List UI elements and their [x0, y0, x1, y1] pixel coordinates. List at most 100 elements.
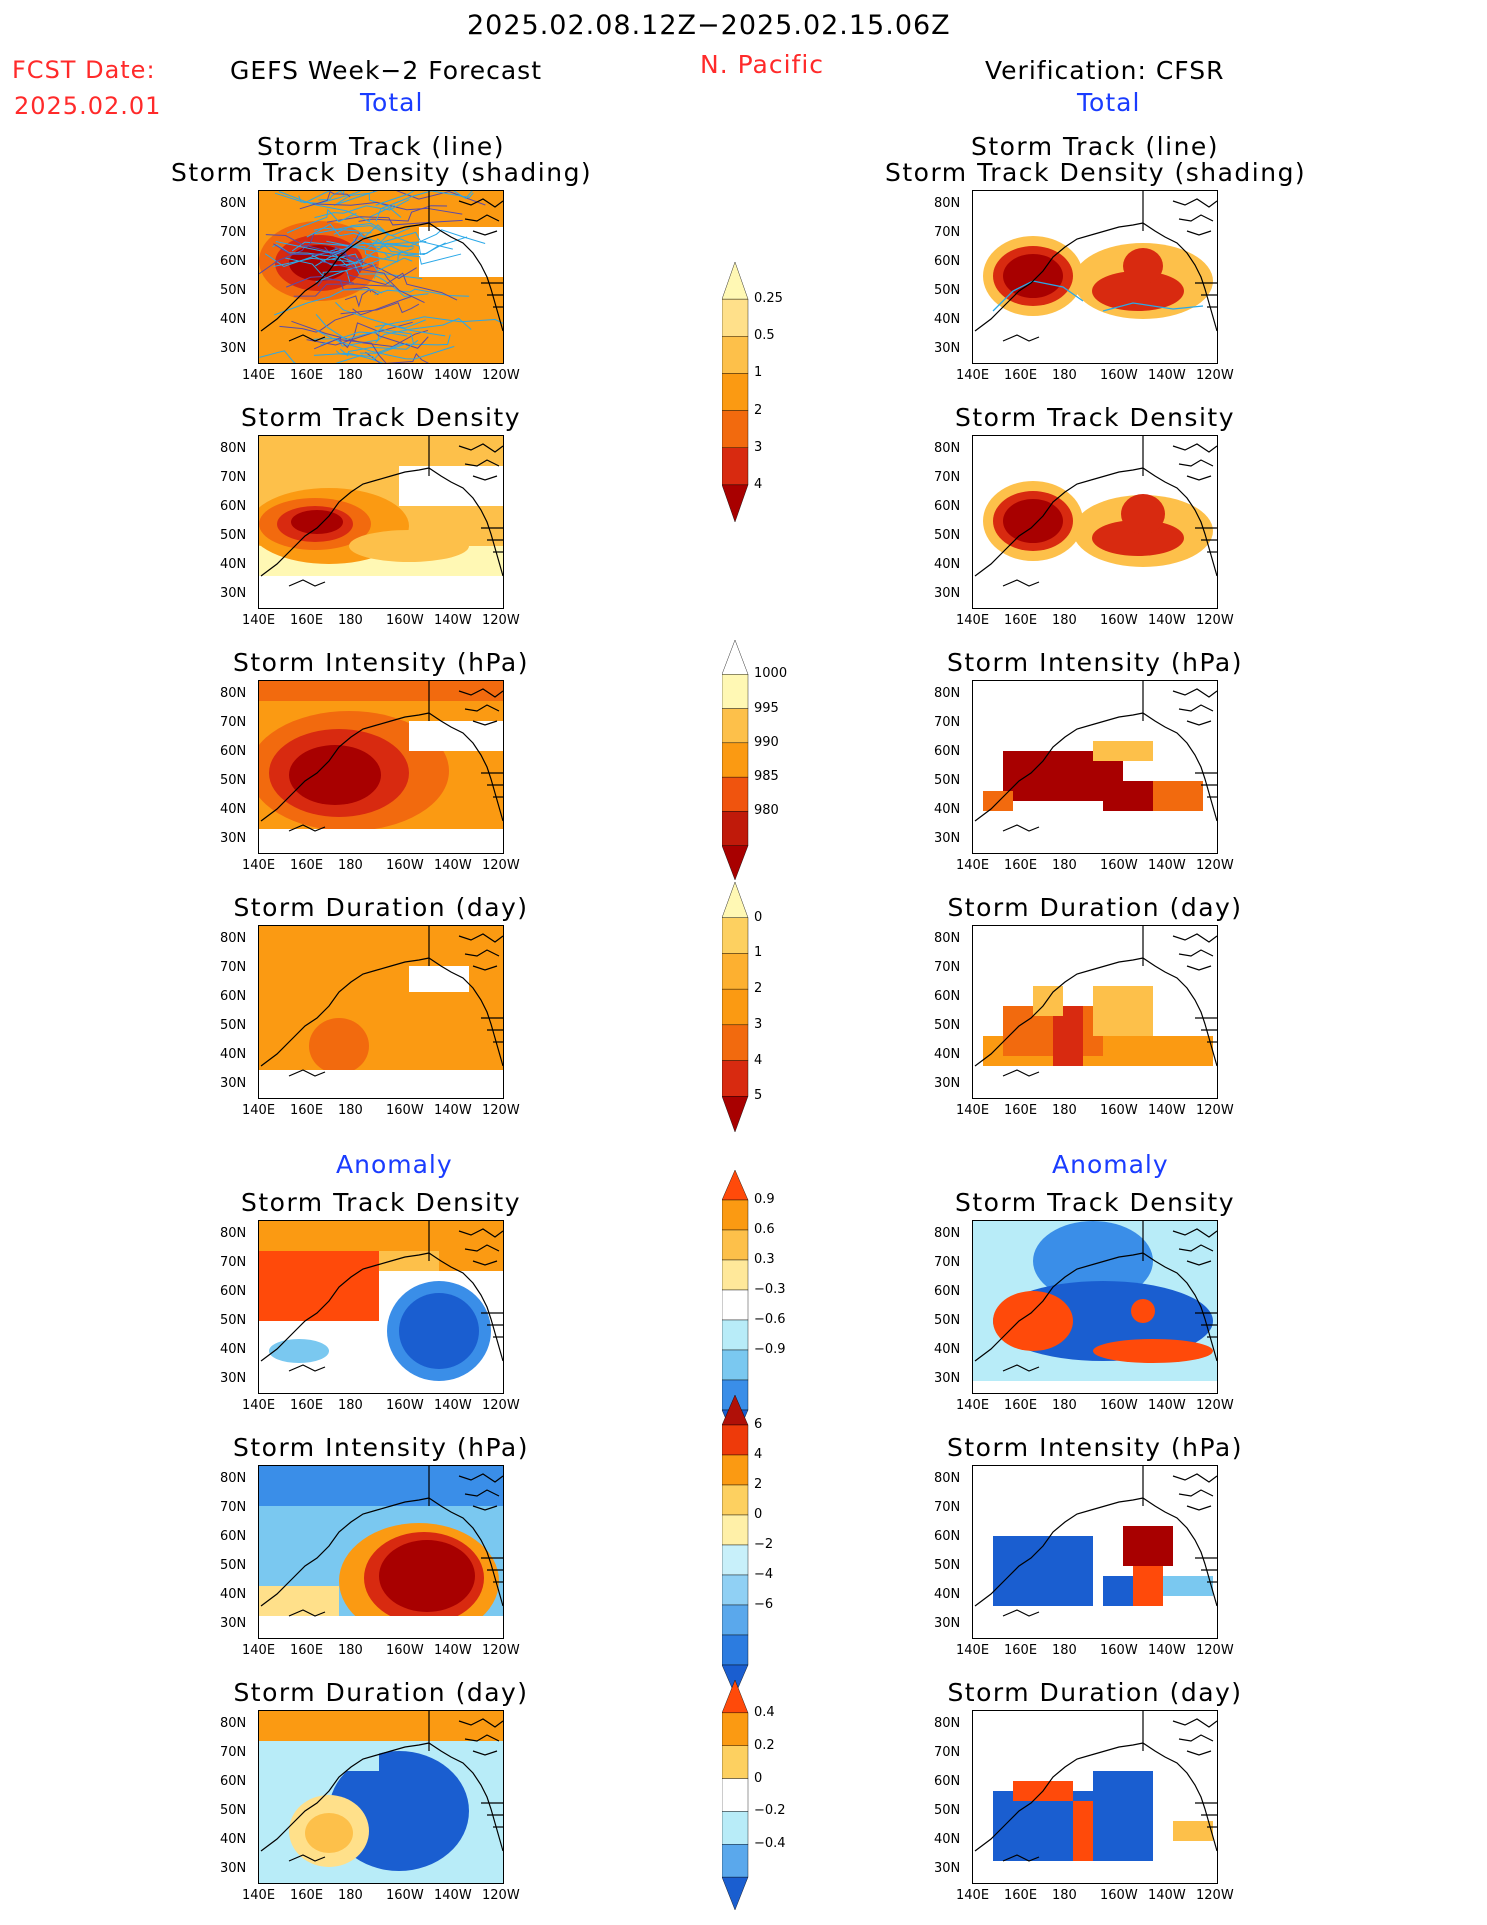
- colorbar-swatch: [722, 708, 749, 744]
- shade-region: [1121, 494, 1165, 534]
- colorbar-swatch: [722, 1778, 749, 1812]
- panel-title: Storm Intensity (hPa): [233, 648, 529, 677]
- x-tick-label: 160W: [386, 1643, 424, 1658]
- y-tick-label: 50N: [934, 1313, 961, 1328]
- x-tick-label: 140E: [956, 1398, 990, 1413]
- colorbar-intensity_total: [722, 640, 749, 881]
- coastline: [428, 1252, 503, 1362]
- x-tick-label: 140W: [1148, 1888, 1186, 1903]
- storm-track-line: [313, 224, 389, 239]
- land-mask: [419, 227, 503, 277]
- panel-title: Storm Duration (day): [947, 893, 1243, 922]
- coastline: [1142, 222, 1217, 332]
- x-tick-label: 140E: [242, 858, 276, 873]
- map-plot: [258, 680, 504, 854]
- coastline: [458, 1228, 503, 1238]
- y-tick-label: 80N: [220, 1716, 247, 1731]
- period-title: 2025.02.08.12Z−2025.02.15.06Z: [467, 10, 951, 41]
- grid-cell: [1093, 986, 1153, 1036]
- x-tick-label: 160W: [386, 858, 424, 873]
- coastline: [464, 459, 500, 467]
- y-tick-label: 70N: [934, 715, 961, 730]
- storm-track-line: [259, 350, 363, 363]
- shade-region: [305, 1813, 353, 1853]
- y-tick-label: 30N: [220, 586, 247, 601]
- storm-track-line: [347, 272, 458, 301]
- colorbar-label: 1: [754, 365, 763, 381]
- colorbar-label: 0.9: [754, 1192, 775, 1207]
- coastline: [1186, 720, 1212, 726]
- coastline: [288, 824, 326, 832]
- shade-region: [1123, 248, 1163, 284]
- colorbar-label: 0: [754, 909, 763, 925]
- storm-track-line: [374, 317, 472, 344]
- storm-track-line: [273, 253, 381, 268]
- y-tick-label: 60N: [934, 744, 961, 759]
- y-tick-label: 40N: [934, 802, 961, 817]
- x-tick-label: 140W: [434, 1888, 472, 1903]
- y-tick-label: 60N: [220, 499, 247, 514]
- coastline: [428, 222, 503, 332]
- x-tick-label: 140W: [434, 1103, 472, 1118]
- y-tick-label: 80N: [934, 196, 961, 211]
- shade-none: [259, 829, 503, 853]
- y-tick-label: 70N: [220, 1500, 247, 1515]
- colorbar-label: 5: [754, 1088, 763, 1104]
- y-tick-label: 70N: [934, 1745, 961, 1760]
- x-tick-label: 160W: [386, 1888, 424, 1903]
- grid-cell: [1093, 1771, 1153, 1861]
- colorbar-swatch: [722, 674, 749, 709]
- x-tick-label: 140W: [434, 368, 472, 383]
- colorbar-label: −0.9: [754, 1342, 786, 1357]
- y-tick-label: 30N: [934, 1616, 961, 1631]
- storm-track-line: [306, 223, 390, 244]
- panel-title: Storm Track Density: [240, 403, 521, 432]
- x-tick-label: 160E: [1004, 1643, 1038, 1658]
- storm-track-line: [315, 313, 415, 345]
- shade-region: [1003, 499, 1063, 543]
- y-tick-label: 40N: [220, 802, 247, 817]
- x-tick-label: 160E: [1004, 613, 1038, 628]
- coastline: [472, 475, 498, 481]
- x-tick-label: 160E: [290, 1888, 324, 1903]
- x-tick-label: 160E: [290, 613, 324, 628]
- x-tick-label: 140E: [956, 1103, 990, 1118]
- panel-title: Storm Intensity (hPa): [947, 1433, 1243, 1462]
- x-tick-label: 120W: [482, 1888, 520, 1903]
- colorbar-density_total: [722, 262, 749, 523]
- y-tick-label: 40N: [934, 557, 961, 572]
- coastline: [260, 724, 378, 822]
- x-tick-label: 180: [1052, 613, 1077, 628]
- map-svg: [974, 926, 1217, 1077]
- x-tick-label: 140W: [1148, 613, 1186, 628]
- panel-title: Storm Track Density: [240, 1188, 521, 1217]
- colorbar-swatch: [722, 1395, 749, 1426]
- x-tick-label: 180: [1052, 1888, 1077, 1903]
- coastline: [974, 479, 1092, 577]
- coastline: [458, 688, 503, 698]
- coastline: [1142, 1497, 1217, 1607]
- storm-track-line: [274, 289, 383, 316]
- y-tick-label: 80N: [934, 686, 961, 701]
- coastline: [464, 1734, 500, 1742]
- shade-region: [379, 1251, 439, 1271]
- x-tick-label: 120W: [1196, 1643, 1234, 1658]
- shade-region: [309, 1018, 369, 1074]
- x-tick-label: 160E: [1004, 1398, 1038, 1413]
- y-tick-label: 50N: [934, 1018, 961, 1033]
- x-tick-label: 140E: [956, 1888, 990, 1903]
- storm-track-line: [306, 331, 429, 349]
- x-tick-label: 140E: [956, 368, 990, 383]
- y-tick-label: 80N: [934, 1471, 961, 1486]
- x-tick-label: 180: [1052, 1643, 1077, 1658]
- storm-track-line: [353, 231, 453, 250]
- coastline: [1172, 1228, 1217, 1238]
- colorbar-swatch: [722, 1424, 749, 1456]
- x-tick-label: 140E: [242, 613, 276, 628]
- x-tick-label: 160W: [1100, 613, 1138, 628]
- coastline: [1172, 933, 1217, 943]
- y-tick-label: 30N: [220, 1861, 247, 1876]
- shade-region: [259, 681, 503, 701]
- coastline: [1090, 1742, 1144, 1756]
- x-tick-label: 140W: [1148, 1398, 1186, 1413]
